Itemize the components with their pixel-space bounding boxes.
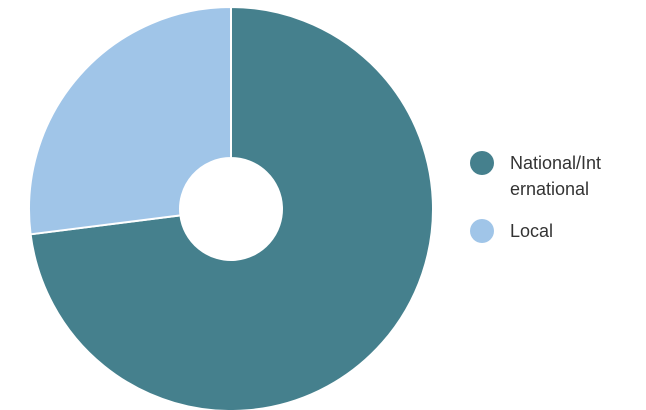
legend-label-national-international: National/International	[510, 153, 602, 199]
legend-label-local: Local	[510, 221, 554, 241]
slice-local[interactable]	[28, 5, 232, 236]
legend-swatch-local	[470, 219, 494, 243]
legend-item-local[interactable]: Local	[470, 218, 610, 244]
legend-item-national-international[interactable]: National/International	[470, 150, 610, 202]
donut-svg	[28, 5, 434, 410]
slice-national-international[interactable]	[29, 5, 434, 410]
legend-swatch-national-international	[470, 151, 494, 175]
legend: National/International Local	[470, 150, 610, 260]
